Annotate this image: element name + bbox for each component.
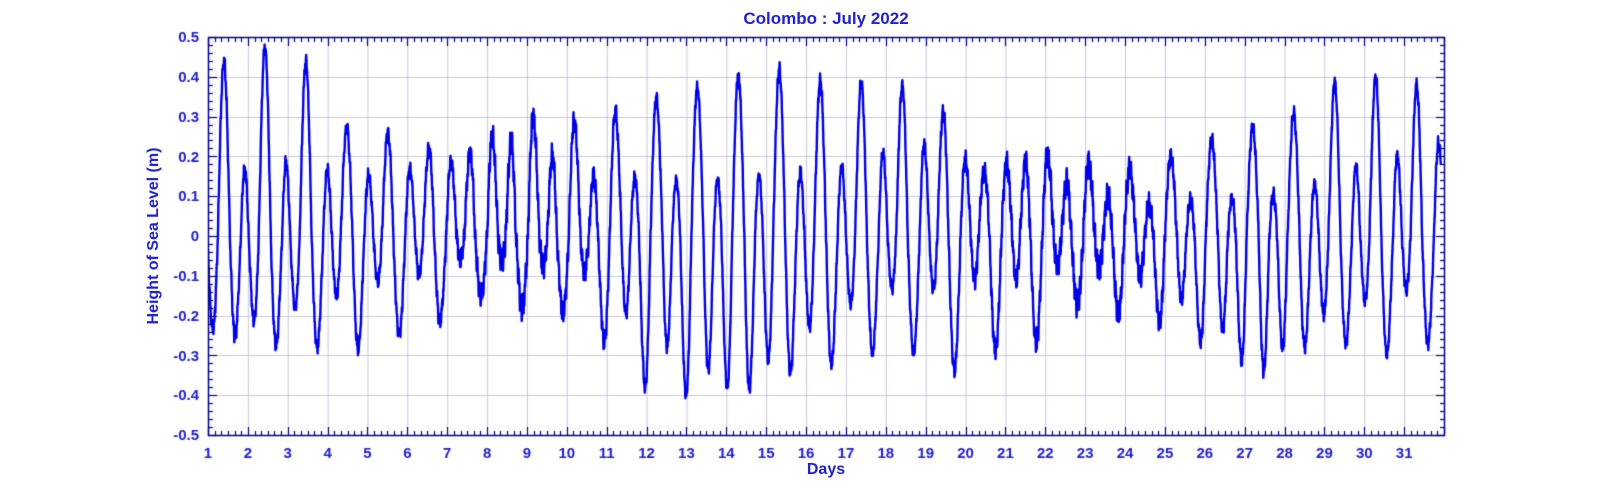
x-axis-label: Days (806, 461, 846, 478)
y-axis-label: Height of Sea Level (m) (145, 147, 162, 325)
chart-title: Colombo : July 2022 (743, 9, 909, 28)
